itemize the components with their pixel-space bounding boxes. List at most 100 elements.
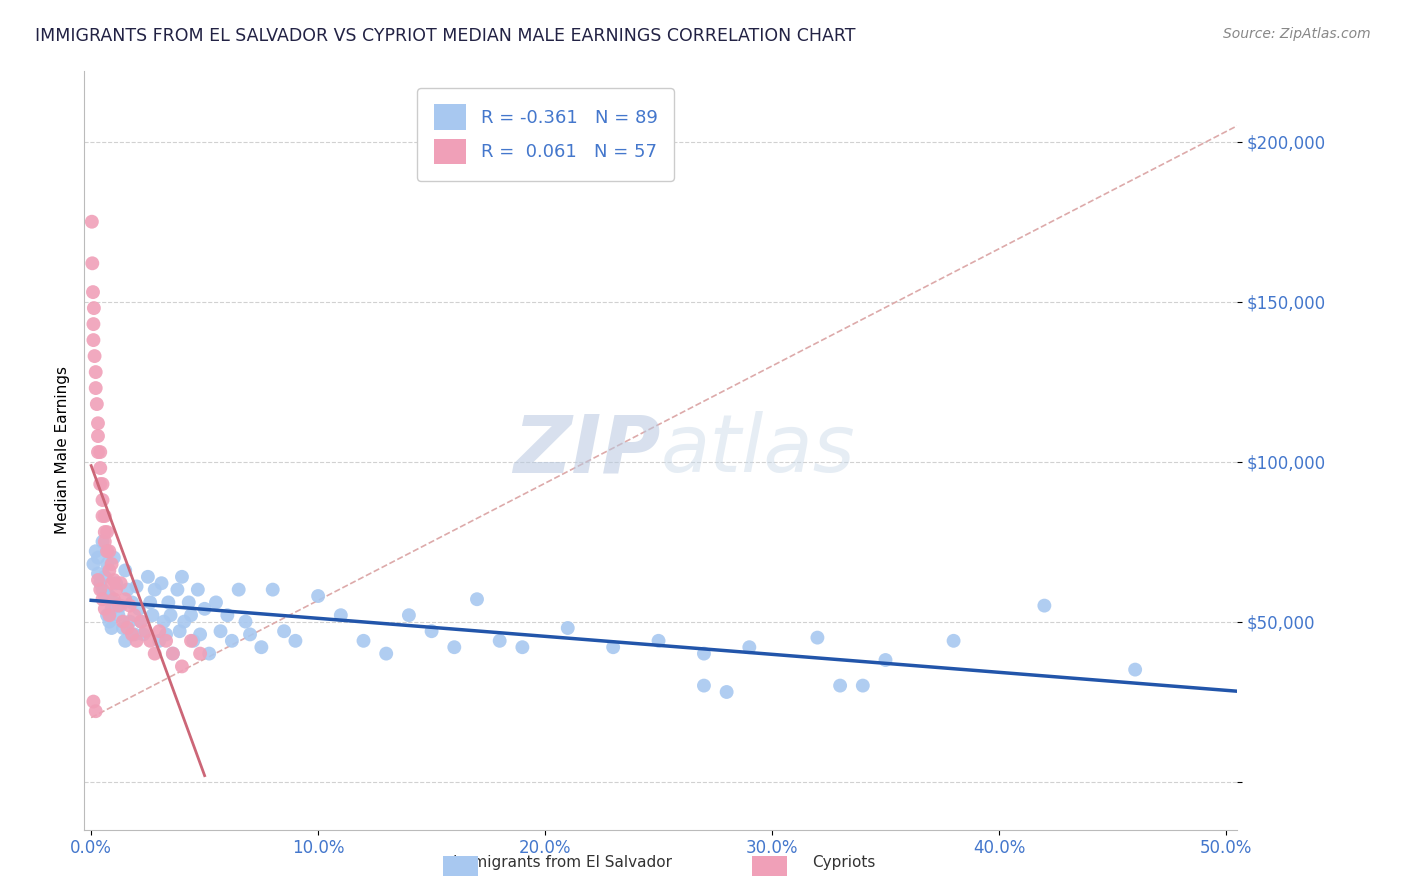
Point (111, 615, 134, 629)
Point (141, 608, 163, 623)
Point (89, 477, 111, 491)
Point (148, 624, 170, 639)
Point (136, 570, 159, 584)
Point (125, 633, 148, 648)
Point (170, 659, 193, 673)
Point (307, 589, 329, 603)
Point (87, 550, 110, 565)
Point (117, 621, 139, 635)
Point (143, 582, 166, 597)
Text: ZIP: ZIP (513, 411, 661, 490)
Point (180, 608, 202, 623)
Point (91, 477, 114, 491)
Point (693, 679, 716, 693)
Point (84, 381, 107, 395)
Point (738, 640, 761, 655)
Point (89, 461, 111, 475)
Y-axis label: Median Male Earnings: Median Male Earnings (55, 367, 70, 534)
Point (82, 557, 104, 571)
Point (94, 589, 117, 603)
Point (647, 633, 669, 648)
Point (91, 493, 114, 508)
Point (110, 599, 132, 613)
Point (353, 633, 375, 648)
Point (82, 317, 104, 331)
Point (89, 445, 111, 459)
Point (194, 602, 217, 616)
Point (107, 608, 129, 623)
Point (187, 582, 209, 597)
Point (98, 563, 121, 577)
Point (100, 576, 122, 591)
Point (103, 595, 125, 609)
Point (162, 647, 184, 661)
Point (87, 417, 110, 431)
Point (139, 633, 162, 648)
Point (180, 633, 202, 648)
Point (129, 615, 152, 629)
Point (181, 633, 204, 648)
Point (118, 615, 141, 629)
Point (100, 621, 122, 635)
Point (105, 582, 128, 597)
Point (96, 557, 118, 571)
Point (273, 624, 295, 639)
Point (852, 679, 875, 693)
Text: IMMIGRANTS FROM EL SALVADOR VS CYPRIOT MEDIAN MALE EARNINGS CORRELATION CHART: IMMIGRANTS FROM EL SALVADOR VS CYPRIOT M… (35, 27, 856, 45)
Point (155, 627, 177, 641)
Point (83, 349, 105, 363)
Point (114, 563, 136, 577)
Point (143, 647, 166, 661)
Point (170, 570, 193, 584)
Point (87, 445, 110, 459)
Point (329, 608, 352, 623)
Point (96, 524, 118, 539)
Point (152, 615, 174, 629)
Point (262, 582, 284, 597)
Point (157, 595, 180, 609)
Point (87, 429, 110, 443)
Point (96, 544, 118, 558)
Point (124, 608, 146, 623)
Point (875, 653, 897, 667)
Point (169, 624, 191, 639)
Point (84, 544, 107, 558)
Point (375, 647, 398, 661)
Point (96, 608, 118, 623)
Point (94, 570, 117, 584)
Point (114, 592, 136, 607)
Point (82, 256, 104, 270)
Point (716, 685, 738, 699)
Point (148, 633, 170, 648)
Legend: R = -0.361   N = 89, R =  0.061   N = 57: R = -0.361 N = 89, R = 0.061 N = 57 (418, 88, 673, 180)
Point (103, 550, 125, 565)
Point (91, 534, 114, 549)
Point (118, 599, 141, 613)
Point (488, 633, 510, 648)
Point (198, 647, 221, 661)
Point (228, 582, 250, 597)
Point (84, 704, 107, 718)
Point (129, 615, 152, 629)
Point (177, 595, 200, 609)
Point (124, 627, 146, 641)
Point (139, 595, 162, 609)
Point (217, 608, 239, 623)
Point (82, 695, 104, 709)
Point (209, 624, 232, 639)
Point (284, 633, 307, 648)
Point (89, 582, 111, 597)
Point (420, 624, 443, 639)
Point (155, 633, 177, 648)
Point (94, 534, 117, 549)
Point (98, 589, 121, 603)
Point (942, 633, 965, 648)
Point (443, 640, 465, 655)
Point (188, 647, 211, 661)
Point (693, 647, 716, 661)
Point (1033, 599, 1056, 613)
Point (94, 509, 117, 524)
Point (221, 633, 243, 648)
Point (91, 582, 114, 597)
Point (87, 573, 110, 587)
